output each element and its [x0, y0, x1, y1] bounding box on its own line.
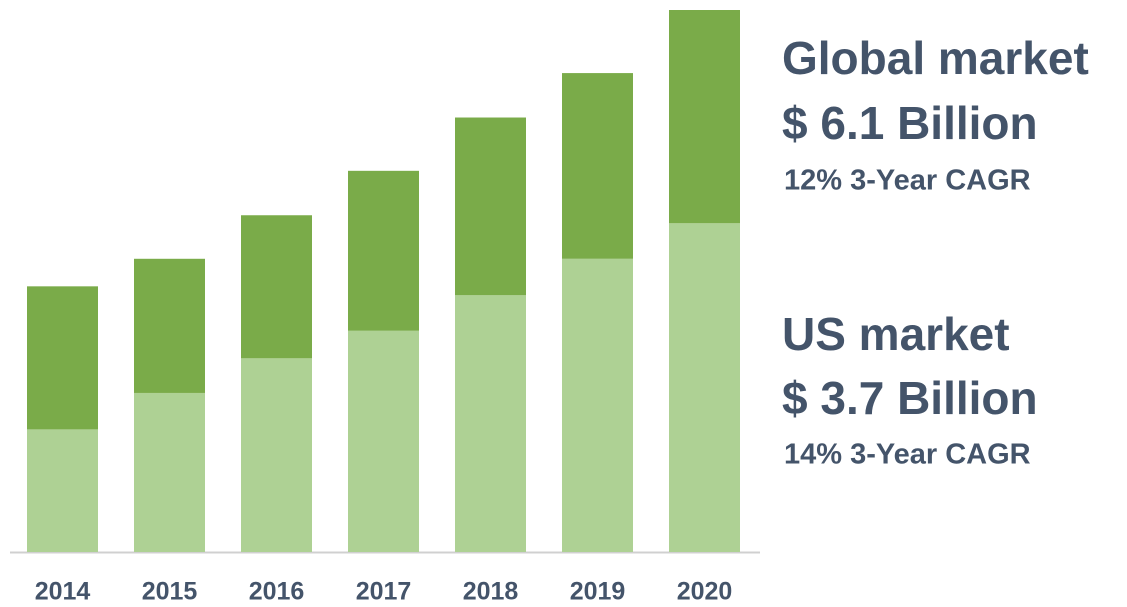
us-cagr: 14% 3-Year CAGR	[784, 439, 1031, 471]
x-tick-label: 2014	[35, 578, 91, 606]
bar-segment	[455, 295, 526, 552]
x-tick-label: 2016	[249, 578, 305, 606]
global-value: $ 6.1 Billion	[782, 97, 1038, 149]
bar-segment	[27, 286, 98, 430]
bar-segment	[241, 215, 312, 359]
us-title: US market	[782, 308, 1010, 360]
bar-segment	[455, 117, 526, 296]
x-tick-label: 2017	[356, 578, 412, 606]
bar-segment	[669, 10, 740, 224]
bar-segment	[348, 170, 419, 331]
bar-segment	[134, 258, 205, 393]
bar-segment	[241, 358, 312, 552]
global-cagr: 12% 3-Year CAGR	[784, 165, 1031, 197]
bar-segment	[348, 330, 419, 552]
bar-segment	[134, 392, 205, 552]
x-tick-label: 2020	[677, 578, 733, 606]
bar-segment	[27, 429, 98, 552]
bar-segment	[562, 258, 633, 552]
x-tick-label: 2015	[142, 578, 198, 606]
x-tick-label: 2019	[570, 578, 626, 606]
us-value: $ 3.7 Billion	[782, 372, 1038, 424]
bar-segment	[669, 223, 740, 552]
global-title: Global market	[782, 32, 1089, 84]
bar-segment	[562, 73, 633, 259]
x-tick-label: 2018	[463, 578, 519, 606]
